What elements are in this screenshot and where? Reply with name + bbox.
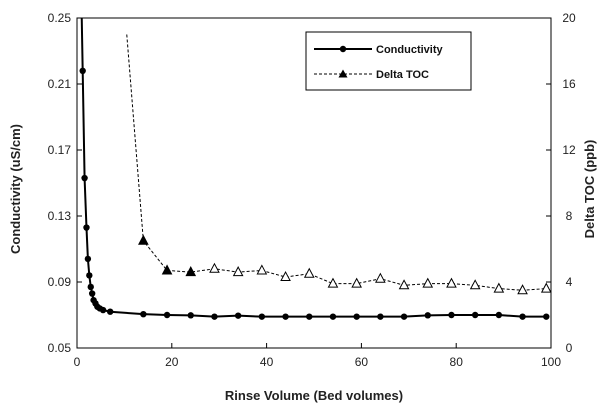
data-point-conductivity: [400, 313, 408, 320]
data-point-conductivity: [282, 313, 289, 320]
x-tick-label: 20: [165, 355, 179, 369]
data-point-conductivity: [519, 313, 526, 320]
y2-tick-label: 12: [562, 143, 576, 157]
y-tick-label: 0.21: [48, 77, 72, 91]
data-point-conductivity: [306, 313, 313, 320]
data-point-conductivity: [377, 313, 384, 320]
data-point-conductivity: [87, 283, 94, 291]
data-point-delta-toc: [256, 264, 268, 275]
y-tick-label: 0.13: [48, 209, 72, 223]
data-point-delta-toc: [351, 277, 362, 288]
x-tick-label: 0: [74, 355, 81, 369]
data-point-conductivity: [424, 312, 431, 319]
data-point-conductivity: [234, 312, 242, 319]
data-point-conductivity: [495, 311, 503, 319]
legend: Conductivity Delta TOC: [305, 31, 472, 91]
data-point-conductivity: [84, 255, 92, 263]
x-tick-label: 80: [450, 355, 464, 369]
y2-tick-label: 8: [566, 209, 573, 223]
data-point-delta-toc: [469, 279, 481, 290]
data-point-delta-toc: [446, 277, 457, 288]
data-point-conductivity: [353, 313, 360, 320]
legend-label-conductivity: Conductivity: [376, 44, 443, 56]
x-axis-title: Rinse Volume (Bed volumes): [225, 388, 403, 403]
data-point-delta-toc: [375, 272, 386, 283]
data-point-delta-toc: [280, 270, 291, 282]
y-axis-title: Conductivity (uS/cm): [8, 124, 23, 254]
data-point-conductivity: [99, 306, 107, 314]
x-tick-label: 40: [260, 355, 274, 369]
data-point-conductivity: [83, 224, 90, 231]
x-tick-label: 100: [541, 355, 561, 369]
y-tick-label: 0.09: [48, 275, 72, 289]
data-point-delta-toc: [398, 279, 410, 290]
y2-tick-label: 20: [562, 11, 576, 25]
data-point-delta-toc: [493, 282, 505, 293]
legend-marker-conductivity: [339, 45, 347, 53]
series-group: [79, 17, 552, 320]
y-tick-label: 0.05: [48, 341, 72, 355]
legend-box: [305, 31, 472, 91]
data-point-conductivity: [543, 313, 550, 320]
data-point-conductivity: [86, 272, 93, 279]
data-point-conductivity: [258, 313, 266, 320]
data-point-delta-toc: [517, 284, 528, 295]
data-point-delta-toc: [161, 264, 173, 275]
x-tick-label: 60: [355, 355, 369, 369]
data-point-conductivity: [187, 312, 194, 319]
data-point-conductivity: [329, 313, 337, 320]
y2-tick-label: 4: [566, 275, 573, 289]
data-point-delta-toc: [138, 234, 149, 245]
data-point-delta-toc: [232, 266, 244, 277]
data-point-conductivity: [140, 310, 147, 318]
y2-tick-label: 16: [562, 77, 576, 91]
data-point-conductivity: [211, 313, 218, 320]
data-point-delta-toc: [209, 262, 220, 273]
legend-marker-delta-toc: [338, 69, 348, 78]
plot-frame: [76, 17, 552, 349]
data-point-conductivity: [81, 174, 88, 182]
ticks-group: 0 20 40 60 80 100 0.05 0.09 0.13 0.17 0.21 0.25 0 4 8 1…: [48, 11, 576, 369]
data-point-conductivity: [471, 311, 479, 319]
data-point-conductivity: [106, 308, 114, 315]
data-point-conductivity: [79, 67, 86, 75]
data-point-delta-toc: [303, 267, 315, 278]
axes-group: [76, 17, 552, 349]
data-point-delta-toc: [185, 266, 197, 277]
data-point-conductivity: [163, 311, 171, 319]
y-tick-label: 0.25: [48, 11, 72, 25]
y-tick-label: 0.17: [48, 143, 72, 157]
data-point-delta-toc: [327, 277, 339, 288]
data-point-conductivity: [448, 311, 455, 319]
legend-label-delta-toc: Delta TOC: [376, 69, 429, 81]
y2-axis-title: Delta TOC (ppb): [582, 140, 597, 239]
data-point-conductivity: [88, 290, 96, 297]
data-point-delta-toc: [540, 282, 552, 293]
data-point-delta-toc: [422, 277, 434, 288]
y2-tick-label: 0: [566, 341, 573, 355]
